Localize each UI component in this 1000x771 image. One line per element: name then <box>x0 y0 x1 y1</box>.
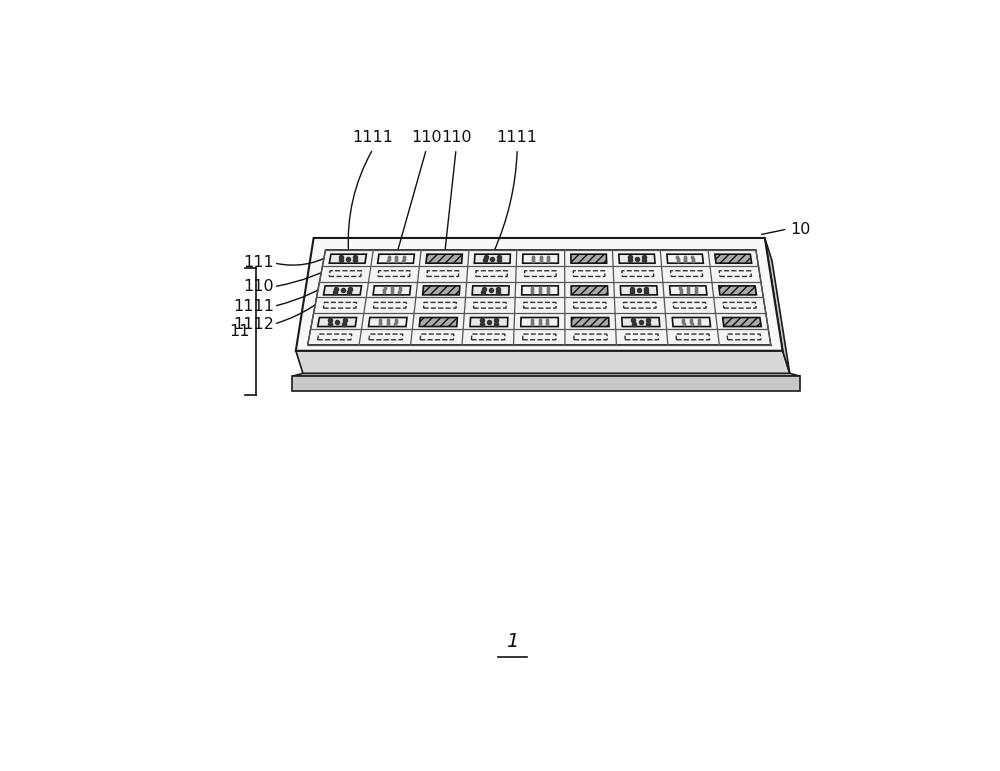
Polygon shape <box>474 254 510 263</box>
Text: 10: 10 <box>790 221 811 237</box>
Text: 1111: 1111 <box>352 130 393 144</box>
Text: 110: 110 <box>411 130 442 144</box>
Polygon shape <box>296 238 783 351</box>
Polygon shape <box>423 286 460 295</box>
Polygon shape <box>765 238 790 373</box>
Text: 1111: 1111 <box>233 298 274 314</box>
Polygon shape <box>470 318 508 327</box>
Polygon shape <box>715 254 752 263</box>
Polygon shape <box>620 286 657 295</box>
Polygon shape <box>378 254 414 263</box>
Polygon shape <box>571 254 607 263</box>
Polygon shape <box>369 318 407 327</box>
Polygon shape <box>308 250 771 345</box>
Polygon shape <box>672 318 710 327</box>
Polygon shape <box>292 376 800 391</box>
Polygon shape <box>523 254 558 263</box>
Polygon shape <box>426 254 462 263</box>
Text: 1: 1 <box>506 632 519 651</box>
Polygon shape <box>571 286 608 295</box>
Text: 110: 110 <box>243 279 274 295</box>
Polygon shape <box>373 286 411 295</box>
Text: 111: 111 <box>243 255 274 271</box>
Polygon shape <box>522 286 558 295</box>
Polygon shape <box>670 286 707 295</box>
Polygon shape <box>329 254 366 263</box>
Polygon shape <box>619 254 655 263</box>
Polygon shape <box>622 318 660 327</box>
Polygon shape <box>324 286 361 295</box>
Polygon shape <box>419 318 457 327</box>
Polygon shape <box>719 286 756 295</box>
Polygon shape <box>667 254 703 263</box>
Polygon shape <box>571 318 609 327</box>
Polygon shape <box>723 318 761 327</box>
Polygon shape <box>521 318 558 327</box>
Text: 1112: 1112 <box>233 317 274 332</box>
Polygon shape <box>292 373 800 376</box>
Polygon shape <box>318 318 357 327</box>
Polygon shape <box>296 351 790 373</box>
Polygon shape <box>472 286 509 295</box>
Text: 11: 11 <box>229 324 250 339</box>
Text: 1111: 1111 <box>497 130 538 144</box>
Text: 110: 110 <box>441 130 471 144</box>
